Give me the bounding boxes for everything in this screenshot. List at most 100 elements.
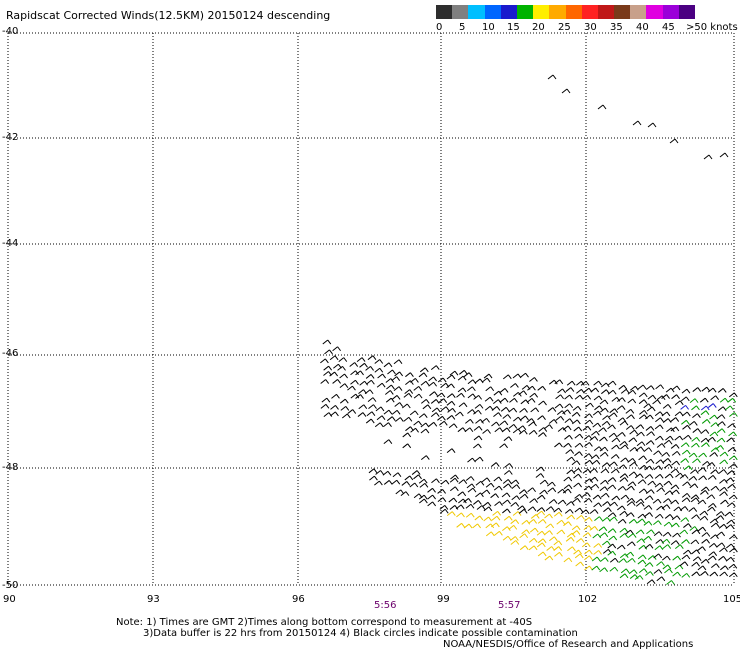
wind-barb [674,411,684,417]
wind-barb [573,468,582,473]
wind-barb [679,474,689,479]
wind-barb [610,468,620,474]
wind-barb [584,442,593,447]
wind-barb [607,550,617,556]
wind-barb [628,518,638,524]
wind-barb [701,538,711,544]
wind-barb [655,384,665,390]
wind-barb [683,523,692,528]
wind-barb [431,478,440,484]
wind-barb [715,515,725,520]
wind-barb [653,569,663,574]
wind-barb [608,535,618,541]
wind-barb [367,355,377,361]
wind-barb [467,487,477,493]
wind-barb [402,432,412,438]
wind-barb [617,485,627,491]
wind-barb [565,536,575,542]
wind-barb [347,409,357,414]
wind-barb [609,516,618,522]
wind-barb [607,477,617,482]
wind-barb [719,486,728,492]
wind-barb [607,424,616,430]
legend-label: 20 [532,22,545,33]
wind-barb [653,450,662,456]
wind-barb [672,532,681,538]
wind-barb [635,424,645,430]
wind-barb [688,452,698,458]
wind-barb [700,405,710,411]
wind-barb [449,477,459,483]
wind-barb [429,391,438,397]
wind-barb [553,511,563,517]
wind-barb [591,556,601,562]
wind-barb [565,387,575,392]
wind-barb [647,480,657,486]
wind-barb [502,414,512,419]
wind-barb [428,381,438,387]
wind-barb [729,463,738,469]
wind-barb [608,412,618,418]
wind-barb [689,398,699,404]
wind-barb [691,405,700,411]
wind-barb [418,494,428,500]
wind-barb [600,382,610,388]
wind-barb [499,443,508,449]
wind-barb [566,380,576,386]
wind-barb [662,418,672,423]
wind-barb [512,373,522,379]
wind-barb [430,399,440,404]
wind-barb [536,510,546,516]
wind-barb [404,389,414,394]
wind-barb [635,498,645,504]
wind-barb [618,464,628,470]
wind-barb [725,477,735,483]
wind-barb [671,450,681,456]
wind-barb [474,515,484,521]
wind-barb [554,379,564,385]
wind-barb [409,410,419,416]
wind-barb [719,152,729,158]
wind-barb [638,568,648,574]
wind-barb [320,403,330,409]
wind-barb [599,557,609,562]
wind-barb [536,494,546,500]
wind-barb [537,538,547,544]
wind-barb [458,402,468,408]
wind-barb [700,486,710,492]
wind-barb [634,575,644,580]
wind-barb [707,503,717,508]
wind-barb [634,473,644,479]
wind-barb [573,473,582,479]
wind-barb [620,444,629,450]
wind-barb [513,416,522,422]
wind-barb [446,448,456,454]
wind-barb [466,483,476,489]
lat-label: -46 [2,348,19,359]
wind-barb [681,497,691,503]
wind-barb [419,498,428,504]
wind-barb [607,389,617,395]
wind-barb [502,508,511,514]
wind-barb [393,359,403,365]
wind-barb [329,355,339,361]
wind-barb [548,379,558,385]
wind-barb [637,384,647,390]
wind-barb [473,500,482,505]
wind-barb [663,439,673,445]
wind-barb [627,481,637,487]
wind-barb [510,519,520,525]
wind-barb [664,568,673,574]
wind-barb [601,462,611,468]
wind-barb [465,503,475,509]
wind-barb [710,422,720,427]
wind-barb [420,422,430,428]
wind-barb [528,421,537,427]
wind-barb [419,482,429,488]
wind-barb [609,461,618,467]
wind-barb [368,404,377,410]
wind-barb [699,510,709,516]
wind-barb [419,367,429,373]
wind-barb [374,422,384,428]
wind-barb [320,358,329,364]
